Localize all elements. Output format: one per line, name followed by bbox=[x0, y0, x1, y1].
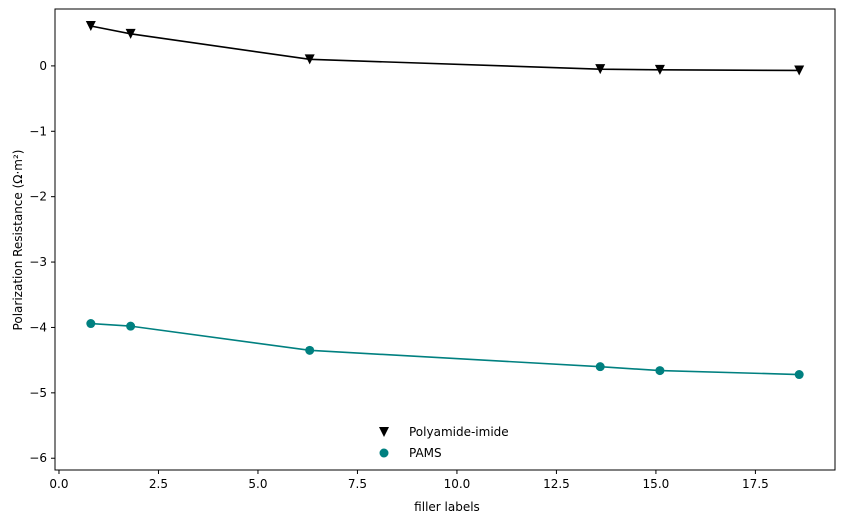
data-point bbox=[595, 64, 606, 75]
y-axis-ticks: 0 −1 −2 −3 −4 −5 −6 bbox=[29, 59, 55, 465]
x-tick-label: 10.0 bbox=[444, 477, 471, 491]
data-point bbox=[85, 21, 96, 32]
data-point bbox=[794, 370, 804, 380]
y-tick-label: −1 bbox=[29, 124, 47, 138]
x-tick-label: 5.0 bbox=[248, 477, 267, 491]
data-point bbox=[126, 321, 136, 331]
data-point bbox=[305, 345, 315, 355]
series-1 bbox=[86, 319, 804, 380]
legend-label: Polyamide-imide bbox=[409, 425, 509, 439]
y-tick-label: −3 bbox=[29, 255, 47, 269]
plot-area-frame bbox=[54, 8, 836, 471]
x-tick-label: 0.0 bbox=[49, 477, 68, 491]
series-layer bbox=[85, 21, 805, 380]
y-tick-label: −6 bbox=[29, 451, 47, 465]
legend-label: PAMS bbox=[409, 446, 442, 460]
x-axis-ticks: 0.0 2.5 5.0 7.5 10.0 12.5 15.0 17.5 bbox=[49, 470, 769, 491]
x-axis-label: filler labels bbox=[414, 500, 480, 514]
data-point bbox=[125, 28, 136, 39]
legend-marker bbox=[379, 427, 389, 437]
y-axis-label: Polarization Resistance (Ω·m²) bbox=[11, 150, 25, 331]
x-tick-label: 2.5 bbox=[149, 477, 168, 491]
y-tick-label: −4 bbox=[29, 320, 47, 334]
data-point bbox=[655, 366, 665, 376]
data-point bbox=[654, 64, 665, 75]
x-tick-label: 12.5 bbox=[543, 477, 570, 491]
data-point bbox=[794, 65, 805, 76]
x-tick-label: 15.0 bbox=[643, 477, 670, 491]
y-tick-label: −5 bbox=[29, 386, 47, 400]
x-tick-label: 7.5 bbox=[348, 477, 367, 491]
data-point bbox=[86, 319, 96, 329]
series-line bbox=[90, 322, 800, 376]
legend: Polyamide-imide PAMS bbox=[379, 425, 509, 460]
data-point bbox=[304, 54, 315, 65]
data-point bbox=[595, 362, 605, 372]
y-tick-label: −2 bbox=[29, 190, 47, 204]
x-tick-label: 17.5 bbox=[742, 477, 769, 491]
y-tick-label: 0 bbox=[39, 59, 47, 73]
series-line bbox=[90, 25, 800, 72]
legend-marker bbox=[379, 448, 389, 458]
series-0 bbox=[85, 21, 805, 76]
